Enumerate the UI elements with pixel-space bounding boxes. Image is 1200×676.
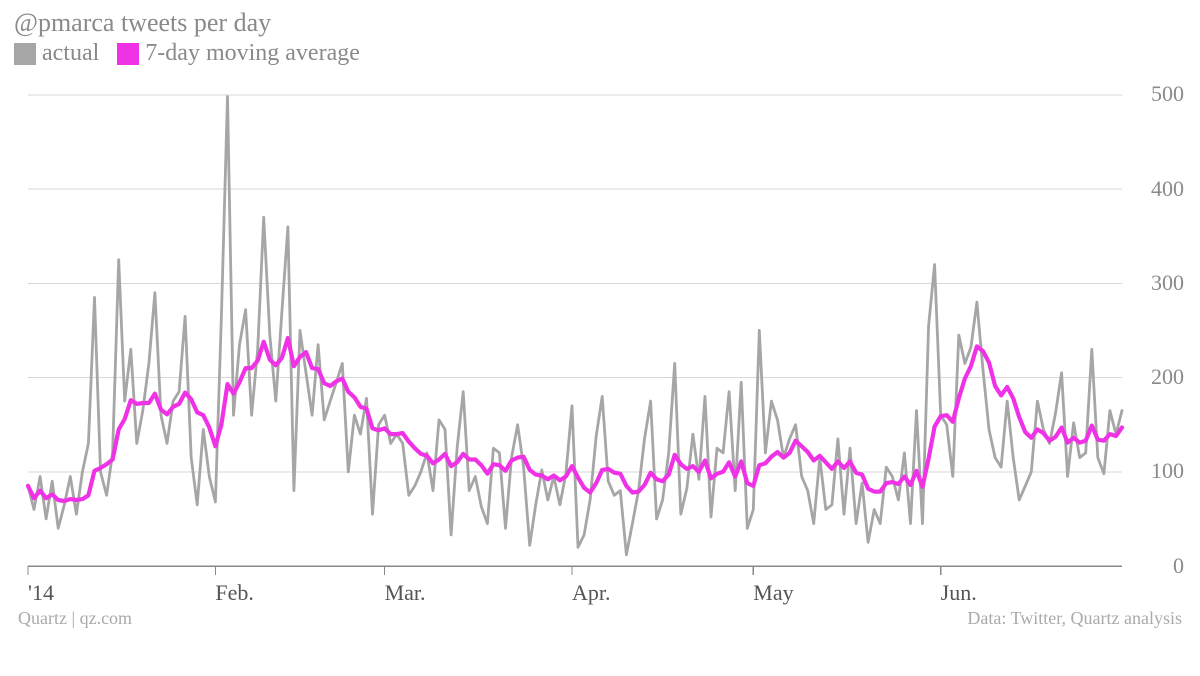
y-tick-label: 500 [1151,81,1184,107]
footer: Quartz | qz.com Data: Twitter, Quartz an… [14,608,1186,629]
x-tick-label: May [753,580,793,606]
x-tick-label: Mar. [385,580,426,606]
legend-item-avg: 7-day moving average [117,40,360,67]
x-tick-label: Jun. [941,580,977,606]
legend-label-avg: 7-day moving average [145,40,360,67]
footer-right: Data: Twitter, Quartz analysis [967,608,1182,629]
footer-left: Quartz | qz.com [18,608,132,629]
chart-title: @pmarca tweets per day [14,8,1186,38]
legend: actual 7-day moving average [14,40,1186,72]
x-tick-label: '14 [28,580,54,606]
chart-svg [14,76,1184,606]
y-tick-label: 400 [1151,176,1184,202]
y-tick-label: 100 [1151,458,1184,484]
y-tick-label: 200 [1151,364,1184,390]
y-tick-label: 0 [1173,553,1184,579]
legend-item-actual: actual [14,40,99,67]
x-tick-label: Apr. [572,580,611,606]
chart-area: 0 100 200 300 400 500 '14 Feb. Mar. Apr. May Jun. [14,76,1184,606]
legend-label-actual: actual [42,40,99,67]
legend-swatch-actual [14,43,36,65]
y-tick-label: 300 [1151,270,1184,296]
legend-swatch-avg [117,43,139,65]
x-tick-label: Feb. [215,580,254,606]
